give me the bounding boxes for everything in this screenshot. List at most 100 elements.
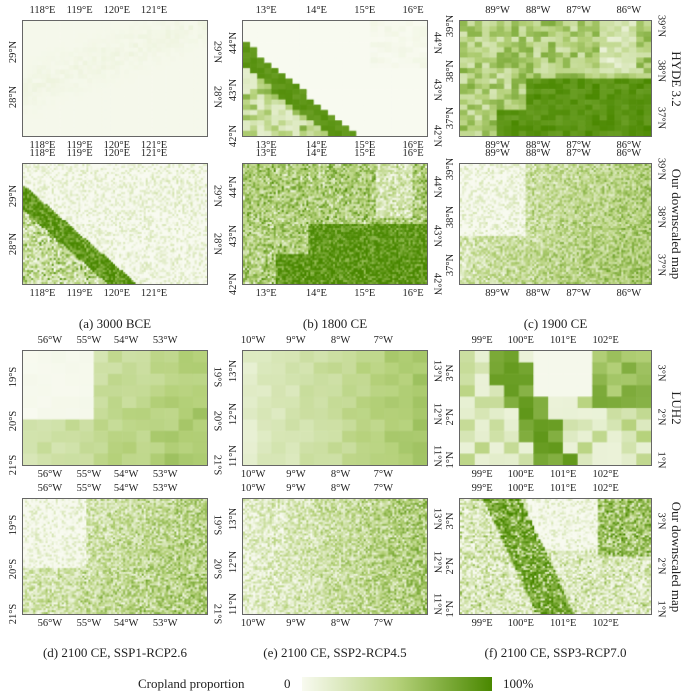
y-tick-label-left: 39°N (444, 14, 456, 37)
x-tick-label-bottom: 8°W (330, 618, 351, 629)
y-tick-label-right: 19°S (211, 366, 223, 387)
y-tick-label-left: 3°N (444, 364, 456, 382)
x-tick-label-top: 7°W (373, 483, 394, 494)
x-tick-label-top: 88°W (525, 148, 551, 159)
y-tick-label-right: 13°N (431, 359, 443, 383)
cropland-raster (460, 164, 651, 284)
x-tick-label-top: 99°E (471, 335, 493, 346)
x-tick-label-top: 120°E (103, 5, 131, 16)
x-tick-label-bottom: 7°W (373, 618, 394, 629)
y-tick-label-left: 38°N (444, 205, 456, 228)
x-tick-label-bottom: 86°W (616, 288, 642, 299)
map-panel (242, 163, 428, 285)
y-tick-label-left: 29°N (7, 184, 19, 208)
x-tick-label-bottom: 99°E (471, 618, 493, 629)
x-tick-label-bottom: 119°E (66, 140, 93, 151)
x-tick-label-bottom: 89°W (485, 288, 510, 299)
x-tick-label-top: 89°W (485, 5, 510, 16)
y-tick-label-right: 12°N (431, 402, 443, 425)
x-tick-label-top: 88°W (525, 5, 551, 16)
x-tick-label-top: 9°W (286, 483, 306, 494)
y-tick-label-right: 20°S (211, 559, 223, 580)
cropland-raster (460, 21, 651, 136)
x-tick-label-top: 89°W (485, 148, 510, 159)
x-tick-label-top: 121°E (140, 148, 168, 159)
y-tick-label-left: 37°N (444, 107, 456, 130)
x-tick-label-top: 53°W (152, 335, 178, 346)
panel-caption: (f) 2100 CE, SSP3-RCP7.0 (484, 645, 627, 660)
cropland-raster (23, 351, 207, 465)
y-tick-label-left: 28°N (7, 232, 19, 255)
y-tick-label-left: 42°N (227, 124, 239, 147)
map-panel (22, 20, 208, 137)
row-label: Our downscaled map (669, 168, 684, 280)
y-tick-label-right: 29°N (211, 184, 223, 208)
x-tick-label-top: 87°W (566, 148, 591, 159)
cropland-raster (23, 21, 207, 136)
x-tick-label-bottom: 121°E (140, 288, 168, 299)
y-tick-label-right: 2°N (655, 557, 667, 575)
x-tick-label-top: 16°E (402, 5, 424, 16)
x-tick-label-top: 86°W (616, 148, 642, 159)
x-tick-label-bottom: 15°E (354, 140, 376, 151)
x-tick-label-bottom: 121°E (140, 140, 168, 151)
y-tick-label-right: 38°N (655, 60, 667, 83)
map-panel (242, 498, 428, 615)
cropland-raster (460, 499, 651, 614)
y-tick-label-right: 39°N (655, 157, 667, 181)
x-tick-label-top: 86°W (616, 5, 642, 16)
y-tick-label-right: 42°N (431, 272, 443, 295)
y-tick-label-left: 19°S (7, 366, 19, 387)
x-tick-label-top: 120°E (103, 148, 131, 159)
map-panel (242, 350, 428, 466)
x-tick-label-bottom: 101°E (550, 618, 577, 629)
x-tick-label-top: 100°E (507, 335, 534, 346)
x-tick-label-bottom: 102°E (592, 618, 619, 629)
y-tick-label-left: 11°N (227, 444, 239, 467)
x-tick-label-top: 53°W (152, 483, 178, 494)
x-tick-label-bottom: 120°E (103, 140, 131, 151)
x-tick-label-top: 54°W (113, 483, 139, 494)
y-tick-label-right: 39°N (655, 14, 667, 37)
y-tick-label-right: 29°N (211, 40, 223, 63)
y-tick-label-left: 12°N (227, 551, 239, 574)
x-tick-label-bottom: 87°W (566, 288, 591, 299)
x-tick-label-bottom: 16°E (402, 288, 424, 299)
x-tick-label-bottom: 8°W (330, 469, 351, 480)
cropland-raster (460, 351, 651, 465)
y-tick-label-right: 3°N (655, 364, 667, 382)
map-panel (22, 163, 208, 285)
y-tick-label-right: 44°N (431, 32, 443, 55)
x-tick-label-top: 13°E (255, 5, 277, 16)
x-tick-label-top: 15°E (354, 5, 376, 16)
y-tick-label-right: 28°N (211, 232, 223, 255)
x-tick-label-bottom: 88°W (525, 140, 551, 151)
x-tick-label-bottom: 88°W (525, 288, 551, 299)
y-tick-label-left: 21°S (7, 603, 19, 625)
y-tick-label-left: 38°N (444, 60, 456, 83)
map-panel (459, 163, 652, 285)
y-tick-label-right: 38°N (655, 205, 667, 228)
y-tick-label-right: 13°N (431, 507, 443, 531)
cropland-raster (243, 351, 427, 465)
x-tick-label-top: 16°E (402, 148, 424, 159)
x-tick-label-bottom: 118°E (29, 140, 56, 151)
cropland-raster (23, 499, 207, 614)
x-tick-label-top: 121°E (140, 5, 168, 16)
x-tick-label-bottom: 54°W (113, 469, 139, 480)
x-tick-label-top: 87°W (566, 5, 591, 16)
y-tick-label-left: 42°N (227, 272, 239, 295)
y-tick-label-left: 11°N (227, 593, 239, 616)
y-tick-label-right: 3°N (655, 512, 667, 530)
x-tick-label-bottom: 10°W (240, 469, 266, 480)
x-tick-label-top: 14°E (305, 5, 327, 16)
x-tick-label-top: 10°W (240, 483, 266, 494)
panel-caption: (a) 3000 BCE (78, 316, 152, 331)
map-panel (459, 350, 652, 466)
y-tick-label-left: 3°N (444, 512, 456, 530)
y-tick-label-right: 42°N (431, 124, 443, 147)
row-label: Our downscaled map (669, 501, 684, 612)
y-tick-label-right: 44°N (431, 176, 443, 199)
x-tick-label-bottom: 13°E (255, 288, 277, 299)
